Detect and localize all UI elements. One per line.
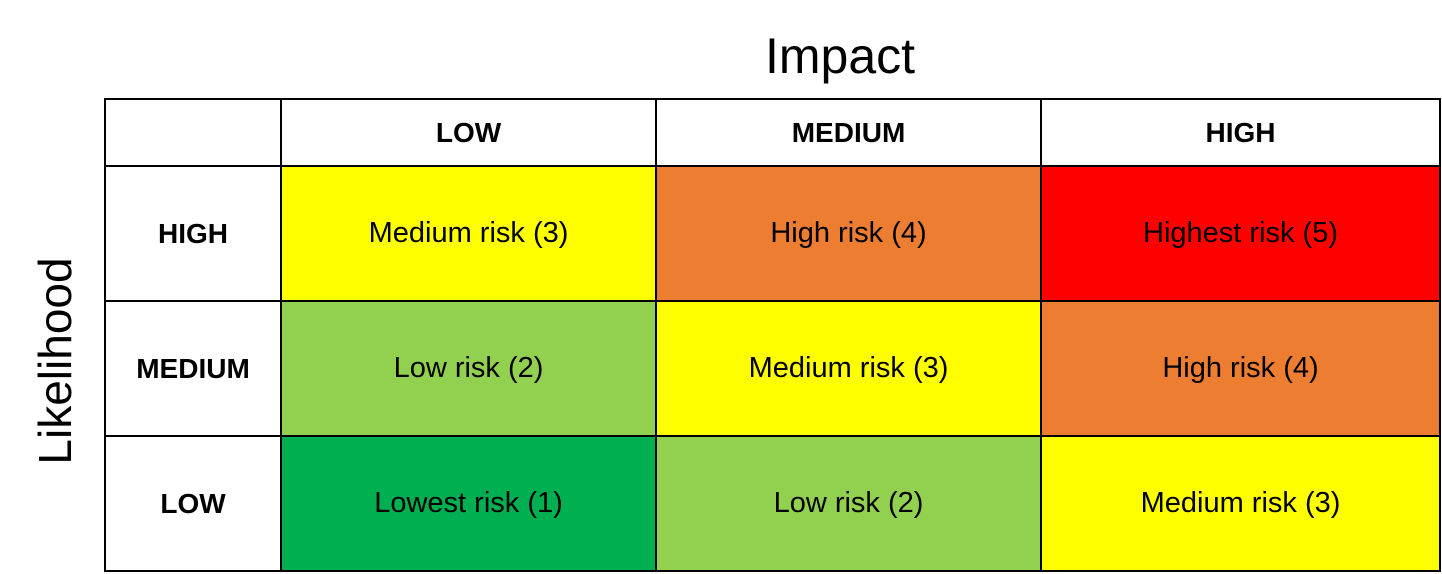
likelihood-axis-title: Likelihood bbox=[29, 257, 81, 465]
risk-cell: Highest risk (5) bbox=[1040, 165, 1441, 302]
risk-cell: Low risk (2) bbox=[655, 435, 1042, 572]
impact-header-high: HIGH bbox=[1040, 98, 1441, 167]
likelihood-header-low: LOW bbox=[104, 435, 282, 572]
risk-cell: Lowest risk (1) bbox=[280, 435, 657, 572]
corner-cell bbox=[104, 98, 282, 167]
impact-header-row: LOW MEDIUM HIGH bbox=[104, 98, 1441, 167]
risk-cell: High risk (4) bbox=[655, 165, 1042, 302]
impact-axis-title: Impact bbox=[764, 28, 916, 84]
risk-cell: Low risk (2) bbox=[280, 300, 657, 437]
risk-cell: Medium risk (3) bbox=[280, 165, 657, 302]
likelihood-axis-title-container: Likelihood bbox=[29, 236, 81, 486]
risk-cell: High risk (4) bbox=[1040, 300, 1441, 437]
likelihood-row-low: LOW Lowest risk (1) Low risk (2) Medium … bbox=[104, 435, 1441, 572]
impact-header-low: LOW bbox=[280, 98, 657, 167]
likelihood-header-medium: MEDIUM bbox=[104, 300, 282, 437]
likelihood-header-high: HIGH bbox=[104, 165, 282, 302]
likelihood-row-high: HIGH Medium risk (3) High risk (4) Highe… bbox=[104, 165, 1441, 302]
likelihood-row-medium: MEDIUM Low risk (2) Medium risk (3) High… bbox=[104, 300, 1441, 437]
risk-matrix: LOW MEDIUM HIGH HIGH Medium risk (3) Hig… bbox=[104, 98, 1441, 572]
risk-cell: Medium risk (3) bbox=[1040, 435, 1441, 572]
risk-cell: Medium risk (3) bbox=[655, 300, 1042, 437]
impact-header-medium: MEDIUM bbox=[655, 98, 1042, 167]
